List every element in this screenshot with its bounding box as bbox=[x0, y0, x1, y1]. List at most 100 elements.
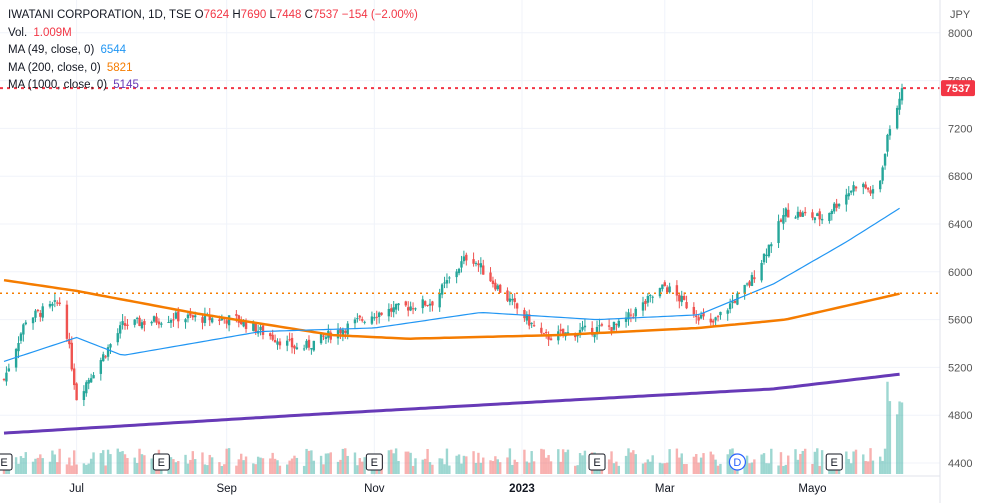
y-tick-label: 5200 bbox=[948, 362, 972, 374]
candle-body bbox=[75, 383, 78, 401]
interval[interactable]: 1D bbox=[148, 9, 163, 21]
volume-bar bbox=[68, 457, 71, 474]
candle-body bbox=[525, 314, 529, 321]
candle-body bbox=[482, 265, 485, 275]
legend-ma1000-row[interactable]: MA (1000, close, 0) 5145 bbox=[8, 77, 418, 95]
volume-bar bbox=[784, 464, 788, 474]
volume-bar bbox=[288, 460, 291, 474]
candle-body bbox=[189, 312, 192, 316]
candle-body bbox=[203, 313, 207, 323]
candle-body bbox=[900, 88, 904, 101]
volume-bar bbox=[143, 455, 146, 474]
volume-bar bbox=[118, 451, 122, 474]
volume-bar bbox=[191, 451, 194, 474]
volume-bar bbox=[702, 453, 705, 474]
candle-body bbox=[849, 190, 853, 193]
x-tick-label: Jul bbox=[69, 483, 84, 495]
candle-body bbox=[7, 368, 11, 372]
candle-body bbox=[118, 325, 122, 334]
volume-bar bbox=[254, 464, 257, 474]
candle-body bbox=[82, 391, 86, 401]
candle-body bbox=[104, 356, 107, 358]
candle-body bbox=[423, 301, 427, 306]
volume-bar bbox=[387, 450, 391, 474]
last-price-badge bbox=[941, 80, 975, 97]
volume-bar bbox=[641, 463, 645, 474]
candle-body bbox=[528, 314, 531, 326]
volume-bar bbox=[494, 456, 497, 474]
candle-body bbox=[479, 263, 483, 268]
candle-body bbox=[888, 129, 892, 136]
candle-body bbox=[595, 326, 599, 335]
volume-bar bbox=[19, 456, 23, 474]
candle-body bbox=[302, 348, 306, 350]
symbol-name[interactable]: IWATANI CORPORATION bbox=[8, 9, 142, 21]
candle-body bbox=[285, 340, 289, 346]
candle-body bbox=[811, 212, 814, 218]
candle-body bbox=[324, 336, 328, 339]
volume-bar bbox=[869, 448, 872, 474]
volume-bar bbox=[123, 454, 127, 474]
volume-bar bbox=[104, 465, 107, 474]
volume-bar bbox=[818, 465, 821, 474]
volume-bar bbox=[760, 454, 763, 474]
volume-bar bbox=[578, 453, 582, 474]
legend-volume-row[interactable]: Vol. 1.009M bbox=[8, 25, 418, 43]
candle-body bbox=[150, 321, 153, 324]
candle-body bbox=[678, 294, 681, 302]
candle-body bbox=[322, 335, 325, 337]
volume-bar bbox=[312, 460, 316, 474]
candle-body bbox=[699, 315, 703, 319]
candle-body bbox=[106, 347, 110, 357]
legend-ma49-row[interactable]: MA (49, close, 0) 6544 bbox=[8, 42, 418, 60]
candle-body bbox=[697, 317, 700, 321]
candle-body bbox=[777, 221, 780, 244]
candle-body bbox=[489, 272, 492, 282]
volume-bar bbox=[566, 449, 570, 474]
candle-body bbox=[290, 337, 294, 348]
volume-bar bbox=[748, 463, 751, 474]
exchange: TSE bbox=[169, 9, 192, 21]
volume-bar bbox=[339, 459, 342, 474]
volume-bar bbox=[765, 463, 768, 474]
candle-body bbox=[895, 107, 899, 129]
candle-body bbox=[51, 303, 54, 306]
candle-body bbox=[421, 299, 424, 309]
candle-body bbox=[578, 329, 582, 336]
volume-bar bbox=[302, 465, 306, 474]
volume-bar bbox=[663, 463, 666, 474]
volume-bar bbox=[34, 458, 37, 474]
candle-body bbox=[407, 307, 410, 311]
event-marker-label: E bbox=[593, 457, 600, 469]
candle-body bbox=[235, 314, 238, 316]
candle-body bbox=[411, 308, 415, 310]
candle-body bbox=[85, 382, 88, 394]
candle-body bbox=[123, 323, 127, 326]
candle-body bbox=[716, 316, 720, 318]
candle-body bbox=[276, 341, 279, 345]
volume-bar bbox=[632, 450, 635, 474]
volume-bar bbox=[726, 454, 729, 474]
candle-body bbox=[583, 325, 587, 328]
x-tick-label: Mar bbox=[655, 483, 675, 495]
candle-body bbox=[261, 325, 265, 335]
candle-body bbox=[319, 333, 323, 344]
candle-body bbox=[607, 325, 611, 327]
open-value: 7624 bbox=[203, 9, 230, 21]
volume-bar bbox=[269, 458, 272, 474]
volume-bar bbox=[426, 448, 429, 474]
candle-body bbox=[784, 208, 788, 217]
candle-body bbox=[816, 213, 819, 216]
candle-body bbox=[544, 331, 548, 334]
volume-bar bbox=[709, 451, 712, 474]
candle-body bbox=[685, 302, 688, 309]
volume-bar bbox=[237, 459, 240, 474]
candle-body bbox=[288, 339, 291, 341]
candle-body bbox=[194, 315, 197, 318]
candle-body bbox=[494, 282, 497, 290]
volume-value: 1.009M bbox=[33, 26, 72, 39]
volume-bar bbox=[358, 458, 362, 474]
legend-ma200-row[interactable]: MA (200, close, 0) 5821 bbox=[8, 60, 418, 78]
